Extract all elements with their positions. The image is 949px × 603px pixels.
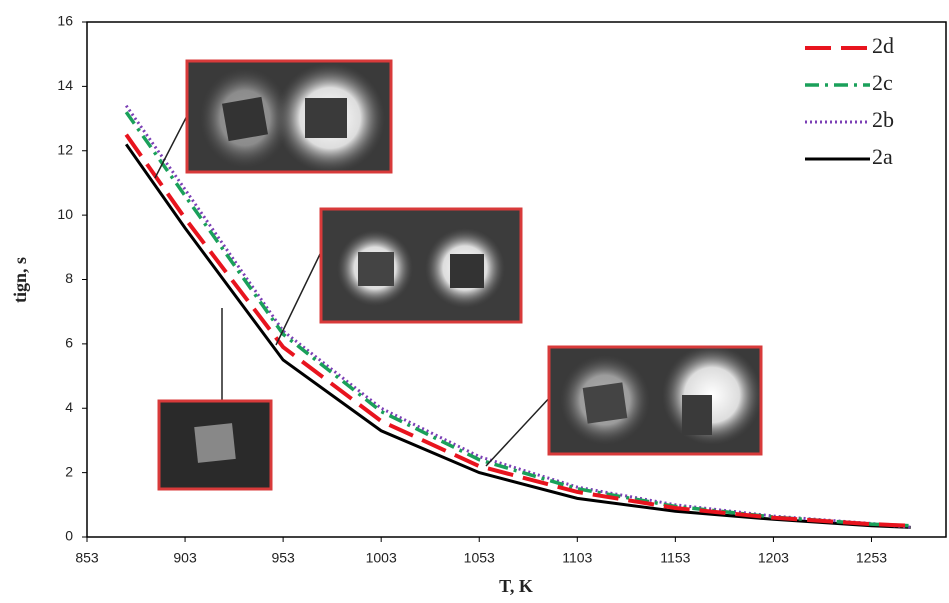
series-line: [124, 111, 911, 528]
legend-label: 2a: [872, 144, 893, 169]
legend-label: 2d: [872, 33, 894, 58]
x-tick-label: 1053: [464, 550, 495, 566]
y-tick-label: 2: [65, 463, 73, 479]
y-axis-title: tign, s: [10, 257, 30, 303]
x-tick-label: 1203: [758, 550, 789, 566]
x-tick-label: 1153: [660, 550, 690, 566]
inset-photos: [154, 109, 553, 467]
y-tick-label: 12: [57, 141, 73, 157]
inset-photo: [547, 345, 763, 456]
y-tick-label: 0: [65, 528, 73, 544]
legend-label: 2b: [872, 107, 894, 132]
y-tick-label: 6: [65, 335, 73, 351]
x-tick-label: 953: [271, 550, 295, 566]
series-group: [124, 104, 911, 529]
y-tick-label: 16: [57, 13, 73, 29]
x-tick-label: 1003: [366, 550, 397, 566]
x-tick-label: 1103: [562, 550, 592, 566]
x-tick-label: 1253: [856, 550, 887, 566]
inset-photo: [319, 207, 523, 324]
series-line: [124, 133, 911, 528]
y-tick-label: 14: [57, 77, 73, 93]
x-axis-title: T, K: [499, 576, 533, 596]
legend-label: 2c: [872, 70, 893, 95]
y-tick-label: 4: [65, 399, 73, 415]
y-tick-label: 10: [57, 206, 73, 222]
x-tick-label: 853: [75, 550, 99, 566]
y-tick-label: 8: [65, 270, 73, 286]
x-tick-label: 903: [173, 550, 197, 566]
inset-photo: [157, 399, 273, 491]
series-line: [124, 104, 911, 529]
inset-photo: [185, 59, 393, 174]
legend: 2d 2c 2b 2a: [805, 33, 894, 169]
